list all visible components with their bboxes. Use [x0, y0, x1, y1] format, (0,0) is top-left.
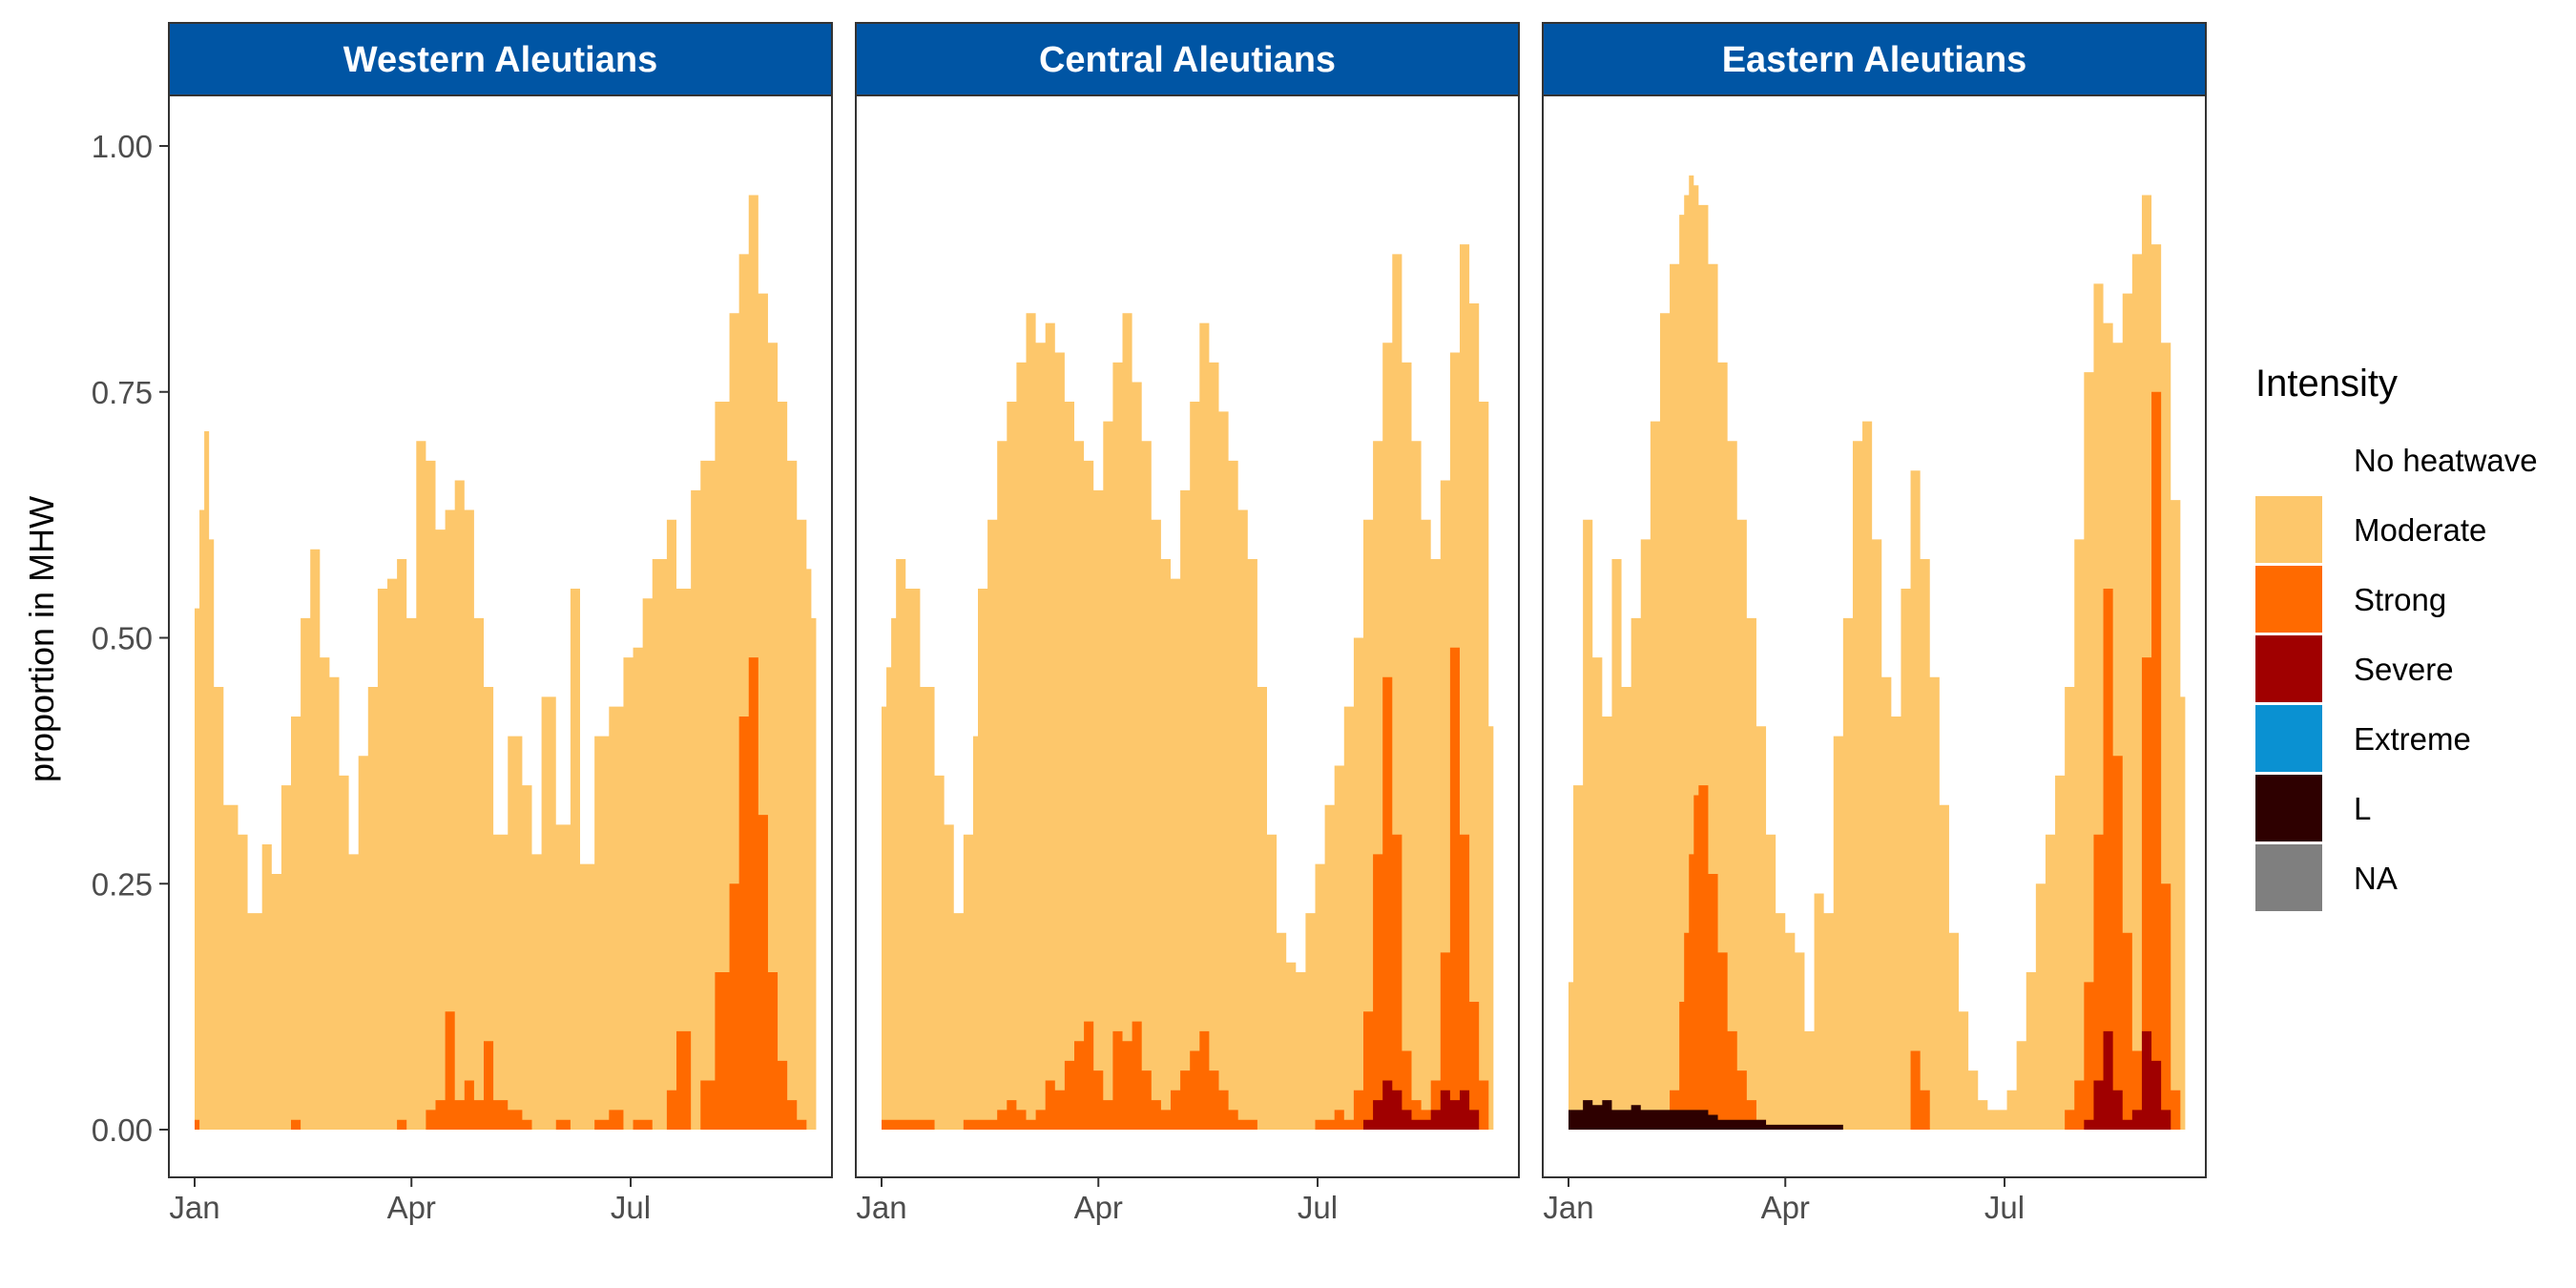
x-tick-label: Jul — [1298, 1190, 1338, 1225]
legend-label: Severe — [2354, 652, 2454, 687]
x-tick-label: Jan — [856, 1190, 906, 1225]
facet-panel: Central Aleutians Jan Apr Jul — [855, 22, 1520, 1225]
x-tick-label: Jan — [169, 1190, 219, 1225]
legend-key — [2255, 844, 2322, 911]
legend-label: L — [2354, 791, 2371, 826]
y-axis-title: proportion in MHW — [22, 496, 61, 782]
x-tick-label: Apr — [1074, 1190, 1123, 1225]
legend-key — [2255, 426, 2322, 493]
legend-key — [2255, 635, 2322, 702]
area-l — [1568, 1100, 2186, 1130]
legend-title: Intensity — [2255, 363, 2398, 405]
y-tick-label: 0.25 — [92, 866, 153, 902]
facet-strip — [168, 22, 833, 96]
legend-label: Strong — [2354, 582, 2446, 617]
legend-label: Extreme — [2354, 721, 2471, 757]
legend-key — [2255, 496, 2322, 563]
area-strong — [882, 647, 1494, 1130]
legend-key — [2255, 566, 2322, 633]
facet-strip — [1542, 22, 2207, 96]
x-tick-label: Apr — [387, 1190, 436, 1225]
x-tick-label: Jul — [1984, 1190, 2025, 1225]
x-tick-label: Jul — [611, 1190, 651, 1225]
legend: Intensity No heatwave Moderate Strong Sever… — [2255, 363, 2538, 911]
area-severe — [1568, 1030, 2186, 1130]
facet-strip — [855, 22, 1520, 96]
y-tick-label: 1.00 — [92, 129, 153, 164]
legend-key — [2255, 775, 2322, 841]
legend-label: NA — [2354, 861, 2398, 896]
x-tick-label: Jan — [1543, 1190, 1593, 1225]
facet-strip-label: Central Aleutians — [1039, 40, 1336, 80]
y-tick-label: 0.00 — [92, 1112, 153, 1148]
x-tick-label: Apr — [1761, 1190, 1810, 1225]
facet-strip-label: Eastern Aleutians — [1722, 40, 2027, 80]
area-moderate — [195, 195, 817, 1131]
y-tick-label: 0.50 — [92, 621, 153, 656]
facet-panel: Eastern Aleutians Jan Apr Jul — [1542, 22, 2207, 1225]
area-moderate — [1568, 175, 2186, 1130]
area-strong — [1568, 391, 2186, 1130]
facet-strip-label: Western Aleutians — [343, 40, 657, 80]
y-tick-label: 0.75 — [92, 375, 153, 410]
legend-label: No heatwave — [2354, 443, 2538, 478]
legend-label: Moderate — [2354, 512, 2486, 548]
legend-key — [2255, 705, 2322, 772]
facet-panel: Western Aleutians Jan Apr Jul — [168, 22, 833, 1225]
area-severe — [882, 1080, 1494, 1130]
y-axis: 0.00 0.25 0.50 0.75 1.00 — [92, 129, 169, 1148]
area-moderate — [882, 244, 1494, 1131]
area-strong — [195, 657, 817, 1130]
